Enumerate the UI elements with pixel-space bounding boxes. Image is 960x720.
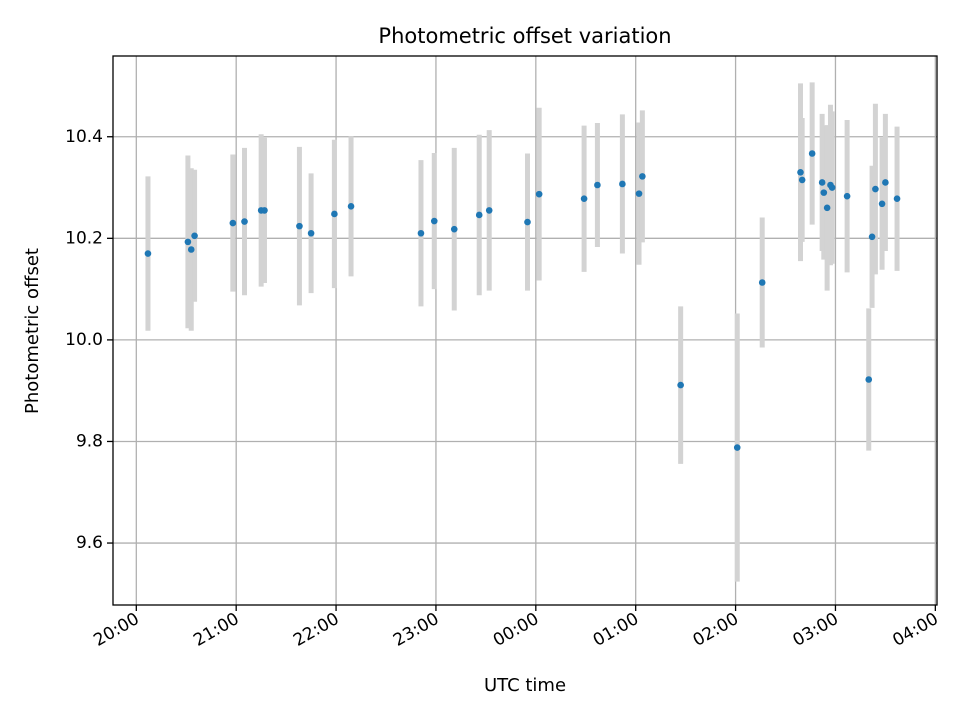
y-tick-label: 10.0 xyxy=(65,330,103,350)
data-point xyxy=(823,204,831,212)
data-point xyxy=(820,189,828,196)
x-tick-label: 21:00 xyxy=(190,609,242,651)
data-point xyxy=(450,225,458,233)
x-tick-label: 02:00 xyxy=(690,609,742,651)
data-point xyxy=(808,150,816,157)
data-point xyxy=(184,238,192,246)
data-point xyxy=(868,233,876,241)
data-point xyxy=(882,179,889,186)
data-point xyxy=(417,229,425,237)
y-tick-label: 9.6 xyxy=(76,533,103,553)
plot-frame xyxy=(112,55,938,606)
data-point xyxy=(758,279,766,286)
data-point xyxy=(818,179,826,186)
x-tick-label: 03:00 xyxy=(790,609,842,651)
data-point xyxy=(893,195,901,203)
data-point xyxy=(261,207,268,214)
data-point xyxy=(241,218,248,225)
data-point xyxy=(296,222,303,230)
data-point xyxy=(524,218,531,226)
x-axis-label: UTC time xyxy=(484,675,566,696)
x-tick-label: 20:00 xyxy=(90,609,142,651)
data-point xyxy=(865,376,873,383)
data-point xyxy=(828,184,836,191)
data-point xyxy=(485,207,493,214)
data-point xyxy=(733,444,741,451)
data-point xyxy=(187,246,195,253)
data-point xyxy=(594,181,601,189)
data-point xyxy=(430,217,438,225)
x-tick-label: 04:00 xyxy=(889,609,941,651)
data-point xyxy=(191,232,198,240)
data-point xyxy=(677,381,684,389)
y-tick-label: 10.4 xyxy=(65,127,103,147)
y-axis-label: Photometric offset xyxy=(22,248,43,414)
data-point xyxy=(229,219,237,227)
data-point xyxy=(144,250,152,257)
x-tick-label: 00:00 xyxy=(490,609,542,651)
data-point xyxy=(619,180,626,188)
x-tick-label: 01:00 xyxy=(590,609,642,651)
data-point xyxy=(331,210,338,218)
error-bars xyxy=(145,82,900,582)
data-point xyxy=(872,185,879,193)
data-point xyxy=(347,203,355,210)
data-points xyxy=(144,150,901,451)
data-point xyxy=(475,211,483,219)
data-point xyxy=(635,190,643,197)
y-tick-label: 10.2 xyxy=(65,228,103,248)
x-tick-label: 22:00 xyxy=(290,609,342,651)
y-tick-label: 9.8 xyxy=(76,431,103,451)
data-point xyxy=(843,192,851,200)
chart-title: Photometric offset variation xyxy=(378,24,671,48)
data-point xyxy=(639,173,646,180)
data-point xyxy=(798,176,806,184)
data-point xyxy=(307,229,315,237)
x-tick-label: 23:00 xyxy=(390,609,442,651)
data-point xyxy=(797,169,804,176)
data-point xyxy=(535,190,543,198)
data-point xyxy=(580,195,588,203)
data-point xyxy=(878,200,886,208)
